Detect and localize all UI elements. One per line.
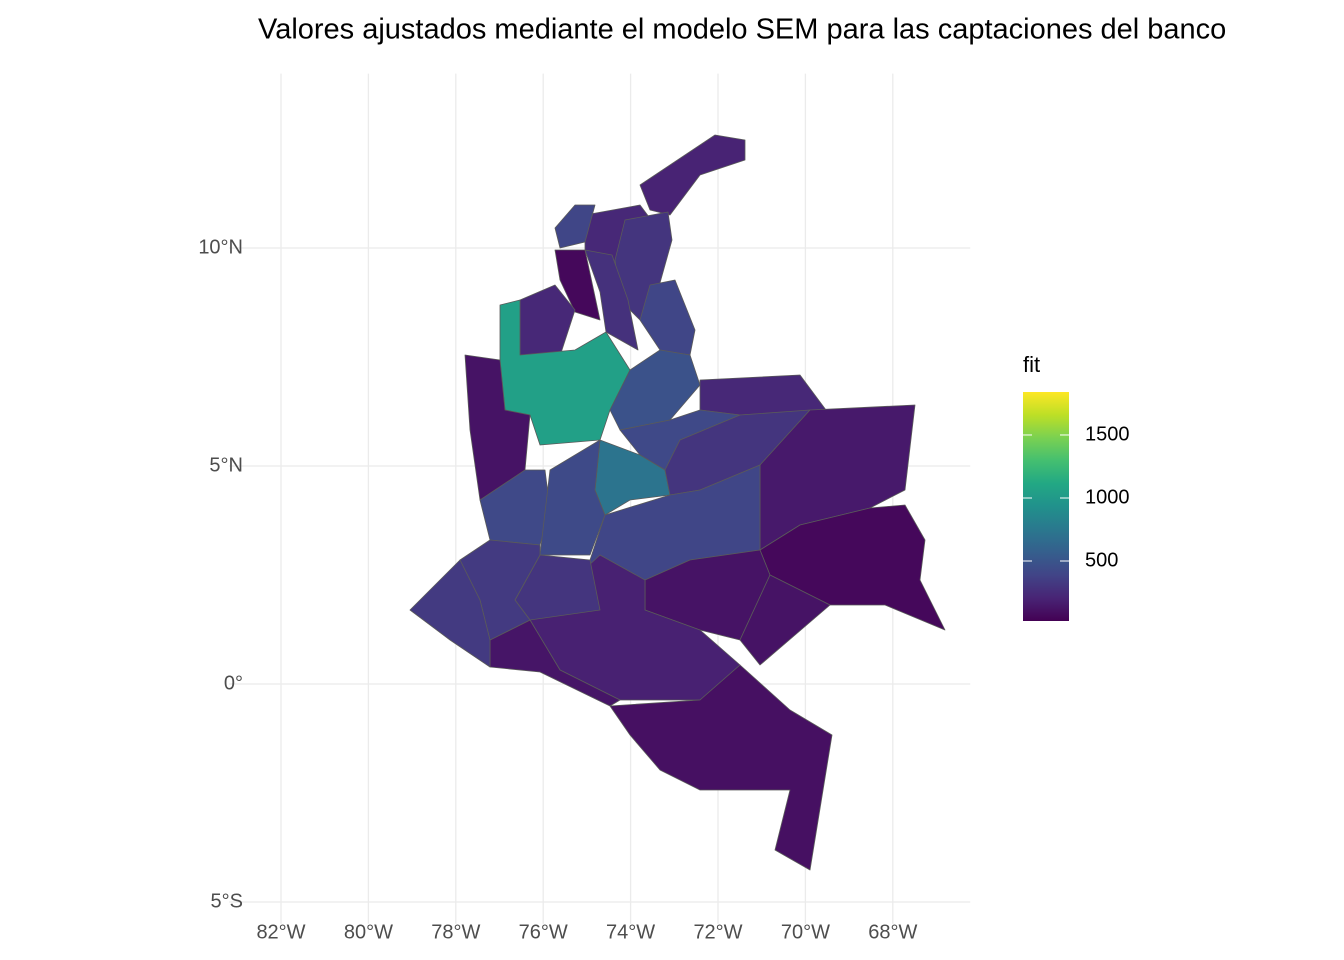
region <box>519 284 576 357</box>
x-tick-label: 74°W <box>606 921 655 943</box>
x-tick-label: 68°W <box>868 921 917 943</box>
colorbar <box>1023 392 1069 621</box>
x-tick-label: 82°W <box>256 921 305 943</box>
x-tick-label: 80°W <box>344 921 393 943</box>
region <box>609 664 833 871</box>
region <box>584 249 639 351</box>
region <box>639 279 696 356</box>
region <box>739 574 831 666</box>
region <box>554 249 601 321</box>
region <box>539 439 606 556</box>
region <box>409 559 491 668</box>
y-tick-label: 5°N <box>209 454 243 476</box>
x-tick-label: 70°W <box>781 921 830 943</box>
x-tick-label: 76°W <box>519 921 568 943</box>
region <box>554 204 596 249</box>
x-tick-label: 78°W <box>431 921 480 943</box>
colorbar-label: 500 <box>1085 549 1118 571</box>
chart-title: Valores ajustados mediante el modelo SEM… <box>258 14 1226 46</box>
colorbar-label: 1000 <box>1085 486 1130 508</box>
region <box>489 619 621 707</box>
region <box>639 134 746 216</box>
x-tick-label: 72°W <box>693 921 742 943</box>
colorbar-label: 1500 <box>1085 423 1130 445</box>
y-tick-label: 0° <box>224 672 243 694</box>
region <box>699 374 827 416</box>
y-tick-label: 10°N <box>198 236 243 258</box>
regions <box>409 134 946 871</box>
legend-title: fit <box>1023 352 1040 377</box>
y-tick-label: 5°S <box>211 890 243 912</box>
